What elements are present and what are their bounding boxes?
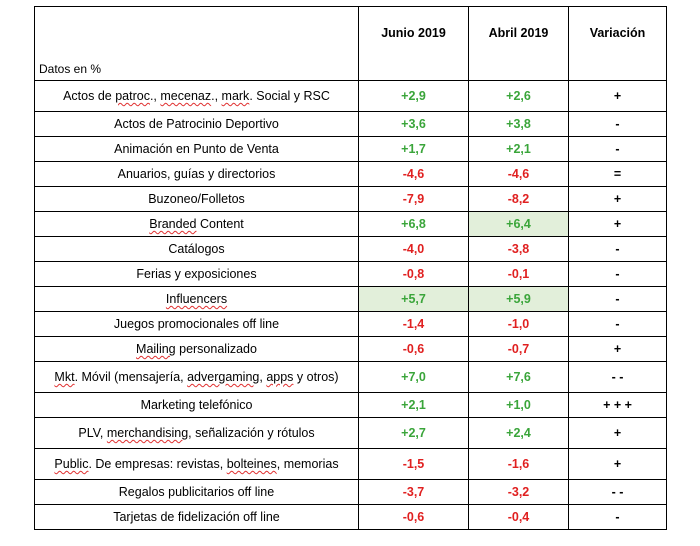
row-junio-value: -0,6 [358, 504, 469, 530]
row-category: Actos de patroc., mecenaz., mark. Social… [34, 80, 359, 112]
row-variacion: - [568, 261, 667, 287]
row-junio-value: -0,8 [358, 261, 469, 287]
row-variacion: - - [568, 479, 667, 505]
row-variacion: + [568, 211, 667, 237]
row-abril-value: +7,6 [468, 361, 569, 393]
row-abril-value: -0,7 [468, 336, 569, 362]
row-junio-value: +6,8 [358, 211, 469, 237]
row-abril-value: -4,6 [468, 161, 569, 187]
row-variacion: - - [568, 361, 667, 393]
row-junio-value: +1,7 [358, 136, 469, 162]
table-row: Branded Content +6,8 +6,4 + [34, 211, 667, 237]
row-variacion: + [568, 336, 667, 362]
row-category: Branded Content [34, 211, 359, 237]
row-junio-value: +7,0 [358, 361, 469, 393]
table-row: Mkt. Móvil (mensajería, advergaming, app… [34, 361, 667, 393]
row-abril-value: -0,1 [468, 261, 569, 287]
row-category: Regalos publicitarios off line [34, 479, 359, 505]
row-junio-value: -7,9 [358, 186, 469, 212]
row-variacion: + [568, 186, 667, 212]
row-junio-value: +2,7 [358, 417, 469, 449]
row-junio-value: -4,0 [358, 236, 469, 262]
row-abril-value: -0,4 [468, 504, 569, 530]
table-row: PLV, merchandising, señalización y rótul… [34, 417, 667, 449]
row-abril-value: -3,8 [468, 236, 569, 262]
header-row: Datos en % Junio 2019 Abril 2019 Variaci… [34, 6, 667, 81]
row-variacion: - [568, 504, 667, 530]
row-abril-value: -1,6 [468, 448, 569, 480]
row-abril-value: +2,4 [468, 417, 569, 449]
row-variacion: + + + [568, 392, 667, 418]
table-row: Ferias y exposiciones -0,8 -0,1- [34, 261, 667, 287]
row-category: Mailing personalizado [34, 336, 359, 362]
row-category: Juegos promocionales off line [34, 311, 359, 337]
row-variacion: = [568, 161, 667, 187]
col-junio-header: Junio 2019 [358, 6, 469, 81]
col-variacion-header: Variación [568, 6, 667, 81]
table-row: Marketing telefónico +2,1 +1,0 + + + [34, 392, 667, 418]
table-row: Public. De empresas: revistas, bolteines… [34, 448, 667, 480]
row-abril-value: -3,2 [468, 479, 569, 505]
row-junio-value: -3,7 [358, 479, 469, 505]
row-variacion: - [568, 311, 667, 337]
data-table: Datos en % Junio 2019 Abril 2019 Variaci… [34, 6, 667, 530]
row-category: Catálogos [34, 236, 359, 262]
table-row: Actos de Patrocinio Deportivo +3,6 +3,8- [34, 111, 667, 137]
row-junio-value: -1,5 [358, 448, 469, 480]
row-category: Animación en Punto de Venta [34, 136, 359, 162]
table-row: Actos de patroc., mecenaz., mark. Social… [34, 80, 667, 112]
row-variacion: + [568, 80, 667, 112]
row-abril-value: +6,4 [468, 211, 569, 237]
row-variacion: + [568, 448, 667, 480]
row-variacion: + [568, 417, 667, 449]
row-junio-value: +2,1 [358, 392, 469, 418]
row-abril-value: +2,1 [468, 136, 569, 162]
units-label: Datos en % [34, 6, 359, 81]
row-category: Anuarios, guías y directorios [34, 161, 359, 187]
row-abril-value: +1,0 [468, 392, 569, 418]
row-abril-value: -1,0 [468, 311, 569, 337]
table-row: Anuarios, guías y directorios -4,6 -4,6 = [34, 161, 667, 187]
row-variacion: - [568, 136, 667, 162]
row-junio-value: -0,6 [358, 336, 469, 362]
row-abril-value: +5,9 [468, 286, 569, 312]
row-category: PLV, merchandising, señalización y rótul… [34, 417, 359, 449]
row-category: Mkt. Móvil (mensajería, advergaming, app… [34, 361, 359, 393]
row-category: Buzoneo/Folletos [34, 186, 359, 212]
row-abril-value: +3,8 [468, 111, 569, 137]
row-junio-value: -4,6 [358, 161, 469, 187]
row-variacion: - [568, 286, 667, 312]
row-category: Actos de Patrocinio Deportivo [34, 111, 359, 137]
row-junio-value: +3,6 [358, 111, 469, 137]
table-row: Influencers +5,7 +5,9- [34, 286, 667, 312]
row-category: Ferias y exposiciones [34, 261, 359, 287]
table-row: Mailing personalizado -0,6 -0,7 + [34, 336, 667, 362]
row-category: Tarjetas de fidelización off line [34, 504, 359, 530]
table-row: Tarjetas de fidelización off line -0,6 -0,… [34, 504, 667, 530]
col-abril-header: Abril 2019 [468, 6, 569, 81]
row-abril-value: -8,2 [468, 186, 569, 212]
row-junio-value: +2,9 [358, 80, 469, 112]
row-variacion: - [568, 111, 667, 137]
row-junio-value: -1,4 [358, 311, 469, 337]
table-row: Regalos publicitarios off line -3,7 -3,2- … [34, 479, 667, 505]
row-category: Public. De empresas: revistas, bolteines… [34, 448, 359, 480]
row-category: Influencers [34, 286, 359, 312]
table-row: Juegos promocionales off line -1,4 -1,0- [34, 311, 667, 337]
table-row: Animación en Punto de Venta +1,7 +2,1- [34, 136, 667, 162]
table-row: Buzoneo/Folletos -7,9 -8,2 + [34, 186, 667, 212]
row-variacion: - [568, 236, 667, 262]
row-abril-value: +2,6 [468, 80, 569, 112]
table-row: Catálogos -4,0 -3,8- [34, 236, 667, 262]
row-category: Marketing telefónico [34, 392, 359, 418]
row-junio-value: +5,7 [358, 286, 469, 312]
